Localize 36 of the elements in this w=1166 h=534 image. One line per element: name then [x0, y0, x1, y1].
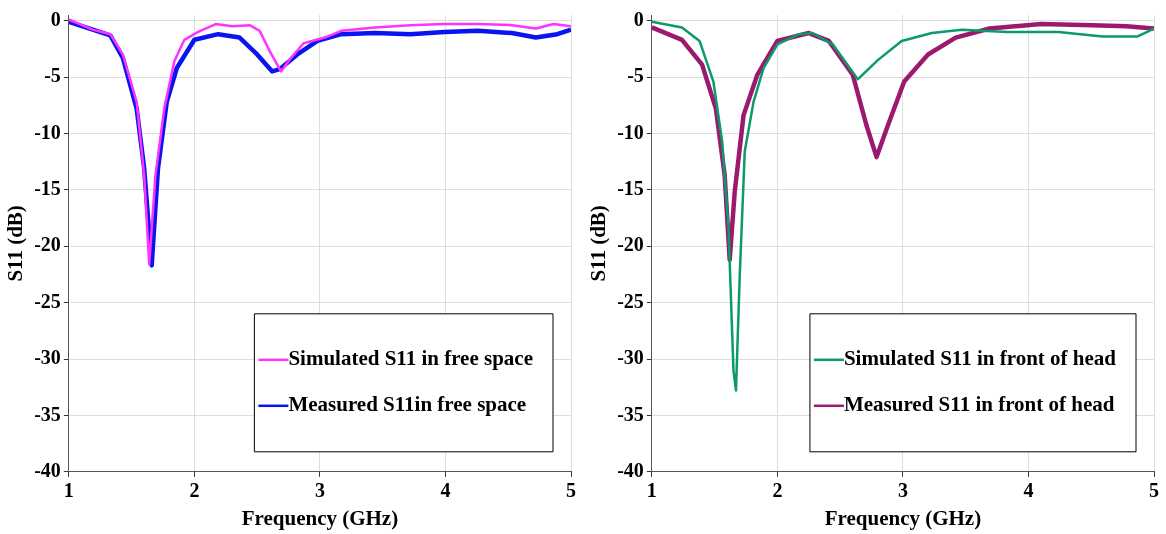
- y-tick-label: -5: [44, 64, 61, 87]
- y-axis-title: S11 (dB): [3, 205, 28, 282]
- x-tick-label: 4: [1023, 478, 1034, 501]
- y-tick-label: -30: [617, 346, 644, 369]
- x-axis-title: Frequency (GHz): [241, 505, 399, 530]
- y-tick-label: -25: [617, 289, 644, 312]
- x-tick-label: 3: [314, 478, 325, 501]
- y-tick-label: -20: [34, 233, 61, 256]
- x-tick-label: 1: [63, 478, 74, 501]
- legend-label: Measured S11 in front of head: [843, 392, 1115, 417]
- y-tick-label: -10: [34, 120, 61, 143]
- x-tick-label: 5: [566, 478, 576, 501]
- legend-label: Simulated S11 in free space: [288, 346, 534, 371]
- legend-label: Simulated S11 in front of head: [843, 346, 1117, 371]
- y-tick-label: -5: [627, 64, 644, 87]
- y-tick-label: -30: [34, 346, 61, 369]
- y-axis-title: S11 (dB): [586, 205, 611, 282]
- x-tick-label: 2: [772, 478, 783, 501]
- y-tick-label: -40: [34, 458, 61, 481]
- y-tick-label: -20: [617, 233, 644, 256]
- legend-label: Measured S11in free space: [288, 392, 527, 417]
- x-tick-label: 3: [897, 478, 908, 501]
- x-tick-label: 5: [1149, 478, 1159, 501]
- y-tick-label: -35: [34, 402, 61, 425]
- y-tick-label: 0: [50, 7, 61, 30]
- x-axis-title: Frequency (GHz): [824, 505, 982, 530]
- y-tick-label: -15: [34, 177, 61, 199]
- y-tick-label: -15: [617, 177, 644, 199]
- x-tick-label: 4: [440, 478, 451, 501]
- y-tick-label: -25: [34, 289, 61, 312]
- y-tick-label: -40: [617, 458, 644, 481]
- x-tick-label: 1: [646, 478, 657, 501]
- y-tick-label: 0: [633, 7, 644, 30]
- y-tick-label: -35: [617, 402, 644, 425]
- x-tick-label: 2: [189, 478, 200, 501]
- y-tick-label: -10: [617, 120, 644, 143]
